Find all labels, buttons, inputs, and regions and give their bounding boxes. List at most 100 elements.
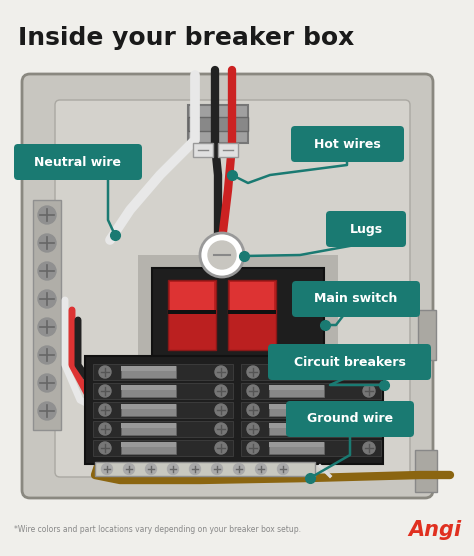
Circle shape: [215, 385, 227, 397]
Circle shape: [38, 318, 56, 336]
Circle shape: [101, 464, 112, 474]
Circle shape: [38, 402, 56, 420]
Circle shape: [215, 404, 227, 416]
Circle shape: [255, 464, 266, 474]
Bar: [121, 366, 176, 378]
Bar: [93, 421, 233, 437]
Bar: [228, 310, 276, 314]
Circle shape: [38, 234, 56, 252]
Circle shape: [200, 233, 244, 277]
Bar: [269, 366, 324, 371]
Bar: [93, 364, 233, 380]
FancyBboxPatch shape: [14, 144, 142, 180]
Circle shape: [124, 464, 135, 474]
Bar: [168, 280, 216, 350]
Bar: [269, 442, 324, 454]
Circle shape: [38, 262, 56, 280]
Bar: [170, 282, 214, 310]
Text: Hot wires: Hot wires: [314, 137, 381, 151]
Bar: [121, 442, 176, 454]
Bar: [121, 385, 176, 390]
Circle shape: [190, 464, 201, 474]
Circle shape: [234, 464, 245, 474]
Bar: [121, 442, 176, 447]
Bar: [269, 366, 324, 378]
Circle shape: [99, 423, 111, 435]
Bar: [241, 402, 381, 418]
Bar: [93, 440, 233, 456]
Bar: [269, 385, 324, 390]
Bar: [193, 143, 213, 157]
Circle shape: [247, 404, 259, 416]
Bar: [241, 383, 381, 399]
Circle shape: [363, 404, 375, 416]
Circle shape: [99, 404, 111, 416]
Bar: [188, 105, 248, 143]
FancyBboxPatch shape: [292, 281, 420, 317]
Circle shape: [247, 423, 259, 435]
Text: Ground wire: Ground wire: [307, 413, 393, 425]
Bar: [138, 255, 338, 395]
Bar: [228, 280, 276, 350]
Bar: [121, 404, 176, 416]
Circle shape: [211, 464, 222, 474]
Circle shape: [215, 366, 227, 378]
Circle shape: [167, 464, 179, 474]
Circle shape: [247, 366, 259, 378]
Circle shape: [38, 206, 56, 224]
Bar: [269, 404, 324, 409]
Circle shape: [208, 241, 236, 269]
Text: Angi: Angi: [409, 520, 462, 540]
Bar: [188, 117, 248, 131]
Circle shape: [215, 442, 227, 454]
Bar: [152, 268, 324, 383]
Text: Neutral wire: Neutral wire: [35, 156, 121, 168]
Bar: [95, 462, 315, 476]
Circle shape: [215, 423, 227, 435]
Bar: [241, 421, 381, 437]
Text: Main switch: Main switch: [314, 292, 398, 305]
Circle shape: [99, 442, 111, 454]
Circle shape: [277, 464, 289, 474]
Circle shape: [99, 366, 111, 378]
Bar: [168, 310, 216, 314]
Circle shape: [363, 385, 375, 397]
FancyBboxPatch shape: [291, 126, 404, 162]
Circle shape: [99, 385, 111, 397]
Circle shape: [38, 290, 56, 308]
Bar: [218, 143, 238, 157]
Circle shape: [363, 366, 375, 378]
Text: Lugs: Lugs: [349, 222, 383, 236]
Text: *Wire colors and part locations vary depending on your breaker box setup.: *Wire colors and part locations vary dep…: [14, 525, 301, 534]
Bar: [121, 423, 176, 435]
Circle shape: [146, 464, 156, 474]
Bar: [269, 423, 324, 435]
Circle shape: [38, 374, 56, 392]
Circle shape: [363, 423, 375, 435]
Bar: [269, 423, 324, 428]
Bar: [121, 385, 176, 397]
Bar: [121, 404, 176, 409]
Bar: [415, 450, 437, 492]
Circle shape: [363, 442, 375, 454]
Circle shape: [247, 442, 259, 454]
Text: Circuit breakers: Circuit breakers: [293, 355, 405, 369]
FancyBboxPatch shape: [286, 401, 414, 437]
Bar: [85, 356, 383, 464]
Bar: [93, 383, 233, 399]
Circle shape: [247, 385, 259, 397]
Bar: [33, 200, 61, 430]
FancyBboxPatch shape: [326, 211, 406, 247]
Bar: [269, 404, 324, 416]
FancyBboxPatch shape: [55, 100, 410, 477]
Bar: [418, 310, 436, 360]
Text: Inside your breaker box: Inside your breaker box: [18, 26, 354, 50]
Bar: [230, 282, 274, 310]
Bar: [241, 440, 381, 456]
Bar: [241, 364, 381, 380]
Bar: [121, 423, 176, 428]
Bar: [269, 385, 324, 397]
FancyBboxPatch shape: [22, 74, 433, 498]
Bar: [93, 402, 233, 418]
Bar: [121, 366, 176, 371]
